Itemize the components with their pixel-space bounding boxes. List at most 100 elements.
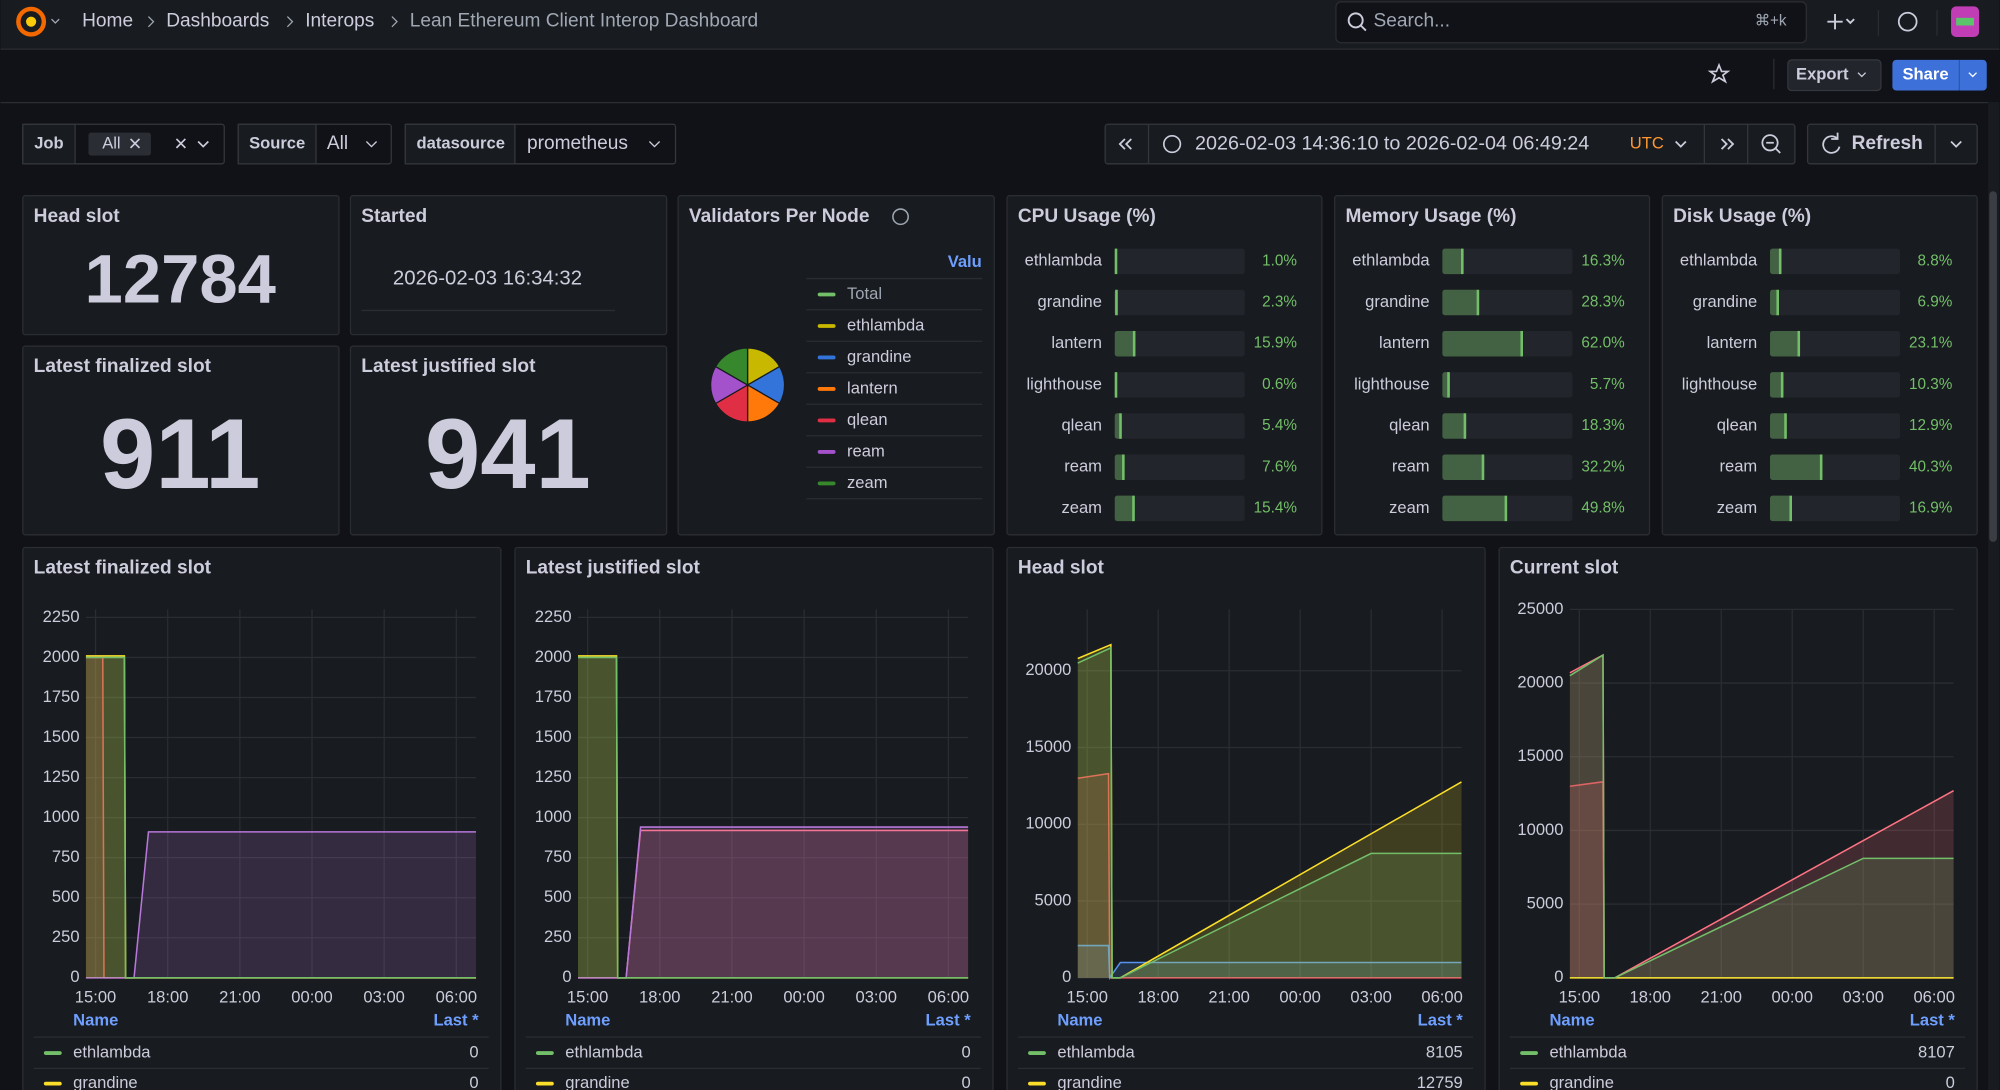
- gauge-bar-edge: [1798, 331, 1801, 356]
- breadcrumb-link[interactable]: Home: [82, 11, 133, 32]
- gauge-bar-edge: [1115, 290, 1118, 315]
- panel-title: Disk Usage (%): [1673, 206, 1811, 227]
- gauge-bar: [1770, 454, 1822, 479]
- gauge-label: zeam: [1389, 498, 1430, 517]
- y-tick-label: 0: [70, 967, 79, 986]
- panel-title: Latest finalized slot: [34, 356, 212, 377]
- y-tick-label: 1000: [43, 807, 80, 826]
- search-placeholder: Search...: [1374, 11, 1450, 32]
- legend-label: Total: [847, 284, 882, 303]
- panel-title: Latest justified slot: [361, 356, 536, 377]
- y-tick-label: 1250: [535, 767, 572, 786]
- legend-swatch: [44, 1051, 62, 1055]
- gauge-bar-edge: [1482, 454, 1485, 479]
- stat-value: 2026-02-03 16:34:32: [393, 268, 582, 290]
- gauge-value: 49.8%: [1581, 499, 1625, 516]
- legend-swatch: [818, 450, 836, 454]
- gauge-bar-edge: [1784, 413, 1787, 438]
- legend-swatch: [1028, 1082, 1046, 1086]
- y-tick-label: 15000: [1517, 746, 1563, 765]
- gauge-track: [1770, 290, 1900, 315]
- legend-header: Last *: [1910, 1011, 1956, 1030]
- gauge-bar: [1442, 496, 1507, 521]
- gauge-track: [1770, 372, 1900, 397]
- y-tick-label: 500: [52, 887, 80, 906]
- legend-label[interactable]: grandine: [73, 1073, 137, 1090]
- y-tick-label: 15000: [1025, 737, 1071, 756]
- x-tick-label: 15:00: [1559, 988, 1600, 1007]
- avatar[interactable]: [1951, 6, 1979, 37]
- legend-header: Last *: [1418, 1011, 1464, 1030]
- panel-title: Head slot: [34, 206, 121, 227]
- gauge-label: lantern: [1707, 333, 1758, 352]
- gauge-value: 8.8%: [1917, 252, 1952, 269]
- panel-title: Head slot: [1018, 558, 1105, 579]
- panel-title: Memory Usage (%): [1345, 206, 1516, 227]
- gauge-track: [1115, 290, 1245, 315]
- x-tick-label: 06:00: [1913, 988, 1954, 1007]
- scrollbar-thumb[interactable]: [1989, 191, 1997, 542]
- y-tick-label: 2000: [43, 647, 80, 666]
- time-range: 2026-02-03 14:36:10 to 2026-02-04 06:49:…: [1195, 132, 1589, 154]
- gauge-track: [1770, 413, 1900, 438]
- gauge-track: [1442, 372, 1572, 397]
- gauge-label: ream: [1392, 457, 1430, 476]
- refresh-label[interactable]: Refresh: [1852, 133, 1923, 154]
- gauge-label: grandine: [1365, 292, 1429, 311]
- legend-label[interactable]: grandine: [1549, 1073, 1613, 1090]
- legend-header: Last *: [433, 1011, 479, 1030]
- gauge-value: 5.4%: [1262, 417, 1297, 434]
- breadcrumb-link[interactable]: Dashboards: [166, 11, 269, 32]
- legend-label[interactable]: grandine: [565, 1073, 629, 1090]
- y-tick-label: 1250: [43, 767, 80, 786]
- legend-swatch: [818, 356, 836, 360]
- gauge-value: 12.9%: [1909, 417, 1953, 434]
- gauge-bar: [1442, 249, 1463, 274]
- export-label[interactable]: Export: [1796, 65, 1849, 84]
- x-tick-label: 15:00: [1067, 988, 1108, 1007]
- logo-core: [26, 17, 36, 27]
- gauge-bar: [1115, 496, 1135, 521]
- gauge-label: lighthouse: [1682, 374, 1758, 393]
- breadcrumb-current: Lean Ethereum Client Interop Dashboard: [410, 11, 758, 32]
- y-tick-label: 2250: [535, 607, 572, 626]
- x-tick-label: 06:00: [1421, 988, 1462, 1007]
- legend-label: lantern: [847, 378, 898, 397]
- legend-label[interactable]: grandine: [1057, 1073, 1121, 1090]
- gauge-bar-edge: [1779, 249, 1782, 274]
- legend-value: 8105: [1426, 1042, 1463, 1061]
- legend-label[interactable]: ethlambda: [73, 1042, 151, 1061]
- gauge-bar-edge: [1115, 372, 1118, 397]
- gauge-bar-edge: [1477, 290, 1480, 315]
- gauge-bar-edge: [1505, 496, 1508, 521]
- gauge-label: ethlambda: [1352, 251, 1430, 270]
- gauge-label: lighthouse: [1026, 374, 1102, 393]
- breadcrumb-link[interactable]: Interops: [305, 11, 374, 32]
- legend-header: Name: [73, 1011, 118, 1030]
- y-tick-label: 2000: [535, 647, 572, 666]
- x-tick-label: 21:00: [219, 988, 260, 1007]
- y-tick-label: 10000: [1025, 814, 1071, 833]
- x-tick-label: 18:00: [1137, 988, 1178, 1007]
- x-tick-label: 00:00: [783, 988, 824, 1007]
- gauge-value: 15.4%: [1254, 499, 1298, 516]
- x-tick-label: 15:00: [75, 988, 116, 1007]
- x-tick-label: 21:00: [1208, 988, 1249, 1007]
- panel-title: Latest justified slot: [526, 558, 701, 579]
- gauge-value: 16.9%: [1909, 499, 1953, 516]
- x-tick-label: 15:00: [567, 988, 608, 1007]
- legend-label: zeam: [847, 473, 888, 492]
- legend-label[interactable]: ethlambda: [565, 1042, 643, 1061]
- panel-title: Latest finalized slot: [34, 558, 212, 579]
- gauge-label: ream: [1720, 457, 1758, 476]
- legend-swatch: [818, 324, 836, 328]
- legend-label[interactable]: ethlambda: [1057, 1042, 1135, 1061]
- legend-label[interactable]: ethlambda: [1549, 1042, 1627, 1061]
- variable-label: Source: [249, 133, 305, 152]
- variable-value: All: [102, 133, 120, 152]
- gauge-bar: [1115, 331, 1136, 356]
- legend-label: grandine: [847, 347, 911, 366]
- legend-header: Name: [1057, 1011, 1102, 1030]
- share-label[interactable]: Share: [1903, 65, 1949, 84]
- gauge-label: zeam: [1717, 498, 1758, 517]
